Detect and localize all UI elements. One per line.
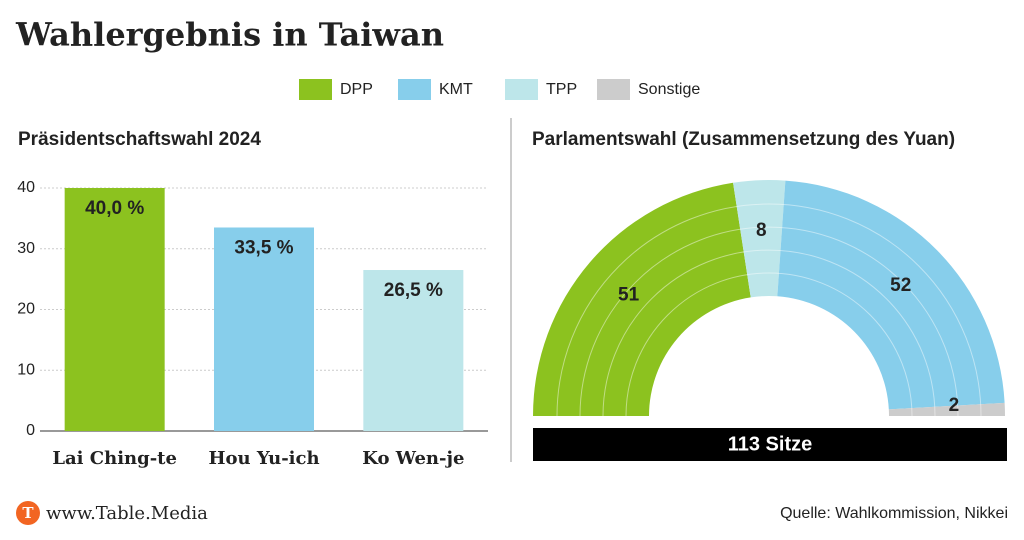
total-bar [533, 428, 1007, 461]
value-label: 26,5 % [384, 280, 443, 301]
bar [64, 188, 165, 431]
x-tick-label: Ko Wen-je [362, 448, 464, 469]
legend-swatch [597, 79, 630, 100]
ring [556, 203, 982, 417]
legend-label: TPP [546, 81, 577, 98]
bar [214, 227, 314, 431]
y-tick-label: 0 [26, 422, 35, 439]
x-tick-label: Hou Yu-ich [208, 448, 319, 469]
value-label: 33,5 % [234, 238, 293, 259]
legend-label: DPP [340, 81, 373, 98]
seat-segment [733, 180, 786, 298]
legend-swatch [398, 79, 431, 100]
ring [625, 272, 913, 417]
legend-swatch [505, 79, 538, 100]
legend-label: Sonstige [638, 81, 700, 98]
seat-label: 2 [949, 395, 960, 416]
seat-label: 8 [756, 220, 767, 241]
ring [579, 226, 959, 417]
legend-swatch [299, 79, 332, 100]
y-tick-label: 20 [17, 301, 35, 318]
y-tick-label: 30 [17, 240, 35, 257]
seat-segment [533, 182, 751, 416]
brand: www.Table.Media [46, 503, 208, 524]
chart-title: Parlamentswahl (Zusammensetzung des Yuan… [532, 129, 955, 150]
legend-label: KMT [439, 81, 473, 98]
y-tick-label: 40 [17, 179, 35, 196]
seat-label: 51 [618, 285, 640, 306]
total-label: 113 Sitze [728, 433, 813, 455]
seat-segment [777, 180, 1005, 410]
x-tick-label: Lai Ching-te [52, 448, 177, 469]
source: Quelle: Wahlkommission, Nikkei [780, 505, 1008, 522]
value-label: 40,0 % [85, 198, 144, 219]
logo [16, 501, 40, 525]
seat-label: 52 [890, 275, 911, 296]
ring [602, 249, 936, 417]
bar [363, 270, 464, 431]
seat-segment [888, 402, 1005, 416]
page-title: Wahlergebnis in Taiwan [15, 16, 444, 54]
chart-title: Präsidentschaftswahl 2024 [18, 129, 261, 150]
y-tick-label: 10 [17, 361, 35, 378]
logo-letter: T [22, 504, 34, 522]
